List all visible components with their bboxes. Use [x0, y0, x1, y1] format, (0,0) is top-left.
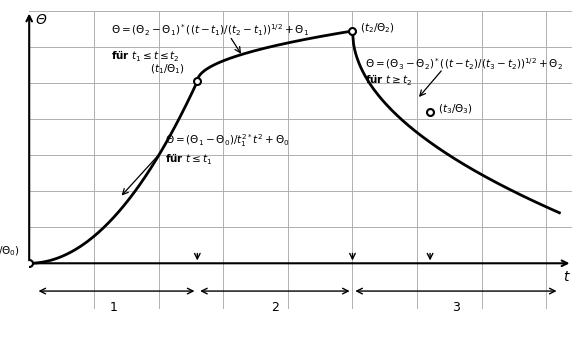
Text: $(t_3/\Theta_3)$: $(t_3/\Theta_3)$ [438, 102, 472, 116]
Text: $\mathbf{f\ddot{u}r}\ t \geq t_2$: $\mathbf{f\ddot{u}r}\ t \geq t_2$ [366, 74, 412, 88]
Text: Θ: Θ [36, 13, 47, 27]
Text: t: t [563, 270, 569, 284]
Text: $(t_1/\Theta_1)$: $(t_1/\Theta_1)$ [150, 63, 185, 76]
Text: $(t_0/\Theta_0)$: $(t_0/\Theta_0)$ [0, 244, 20, 258]
Text: $\Theta = (\Theta_2 - \Theta_1)^*((t - t_1)/(t_2 - t_1))^{1/2} + \Theta_1$: $\Theta = (\Theta_2 - \Theta_1)^*((t - t… [110, 23, 309, 38]
Text: $\Theta = (\Theta_1 - \Theta_0)/t_1^{2*}t^2 + \Theta_0$: $\Theta = (\Theta_1 - \Theta_0)/t_1^{2*}… [165, 132, 290, 149]
Text: $\mathbf{f\ddot{u}r}\ t_1 \leq t \leq t_2$: $\mathbf{f\ddot{u}r}\ t_1 \leq t \leq t_… [110, 50, 179, 64]
Text: $\Theta = (\Theta_3 - \Theta_2)^*((t - t_2)/(t_3 - t_2))^{1/2} + \Theta_2$: $\Theta = (\Theta_3 - \Theta_2)^*((t - t… [366, 56, 564, 72]
Text: $(t_2/\Theta_2)$: $(t_2/\Theta_2)$ [360, 22, 395, 35]
Text: 3: 3 [452, 301, 460, 314]
Text: 2: 2 [271, 301, 279, 314]
Text: $\mathbf{f\ddot{u}r}\ t \leq t_1$: $\mathbf{f\ddot{u}r}\ t \leq t_1$ [165, 152, 212, 167]
Text: 1: 1 [109, 301, 117, 314]
